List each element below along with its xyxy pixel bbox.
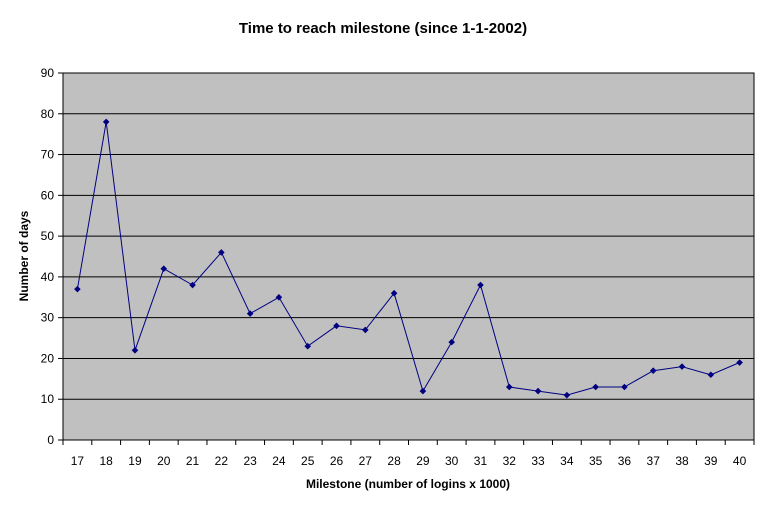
x-tick-label: 38: [675, 454, 689, 468]
y-axis-label: Number of days: [17, 210, 31, 301]
x-tick-label: 31: [474, 454, 488, 468]
data-point: [246, 310, 254, 317]
x-tick-label: 20: [157, 454, 171, 468]
data-point: [477, 281, 484, 289]
x-tick-label: 19: [128, 454, 142, 468]
x-tick-label: 32: [503, 454, 517, 468]
y-tick-label: 20: [41, 351, 55, 365]
data-point: [218, 249, 225, 256]
series-line: [76, 121, 740, 396]
y-tick-label: 10: [41, 392, 55, 406]
y-tick-label: 30: [41, 311, 55, 325]
y-tick-label: 60: [41, 188, 55, 202]
x-tick-label: 35: [589, 454, 603, 468]
x-tick-label: 25: [301, 454, 315, 468]
data-point: [275, 293, 283, 301]
chart-title: Time to reach milestone (since 1-1-2002): [239, 20, 527, 37]
data-point: [362, 326, 369, 334]
y-tick-label: 40: [41, 270, 55, 284]
x-tick-label: 29: [416, 454, 430, 468]
x-tick-label: 22: [215, 454, 229, 468]
data-point: [189, 281, 196, 289]
data-point: [131, 346, 139, 354]
data-point: [736, 359, 743, 366]
x-tick-label: 34: [560, 454, 574, 468]
data-point: [333, 322, 340, 330]
x-tick-label: 39: [704, 454, 718, 468]
data-point: [448, 338, 455, 346]
x-tick-label: 30: [445, 454, 459, 468]
x-tick-label: 17: [71, 454, 85, 468]
x-tick-label: 33: [531, 454, 545, 468]
data-point: [419, 387, 427, 395]
data-point: [563, 391, 571, 399]
y-tick-label: 50: [41, 229, 55, 243]
x-tick-label: 18: [100, 454, 114, 468]
data-point: [707, 371, 715, 379]
data-point: [534, 387, 542, 395]
plot-area: [62, 72, 755, 441]
x-axis-label: Milestone (number of logins x 1000): [306, 477, 510, 491]
x-tick-label: 28: [387, 454, 401, 468]
x-tick-label: 40: [733, 454, 747, 468]
data-point: [304, 342, 312, 350]
x-tick-label: 26: [330, 454, 344, 468]
x-tick-label: 21: [186, 454, 200, 468]
data-point: [621, 383, 628, 391]
x-tick-label: 27: [359, 454, 373, 468]
data-point: [649, 367, 657, 374]
y-tick-label: 90: [41, 66, 55, 80]
x-tick-label: 36: [618, 454, 632, 468]
x-axis: 17 18 19 20 21 22 23 24 25 26 27 28 29 30 31 32 33 34 35 36…: [62, 440, 755, 468]
series: [74, 118, 743, 399]
data-point: [160, 265, 168, 273]
data-point: [390, 289, 398, 297]
x-tick-label: 23: [243, 454, 257, 468]
data-point: [678, 363, 686, 370]
data-point: [74, 285, 81, 293]
y-tick-label: 80: [41, 107, 55, 121]
x-tick-label: 24: [272, 454, 286, 468]
data-point: [505, 383, 513, 391]
y-tick-label: 70: [41, 148, 55, 162]
data-point: [592, 383, 599, 391]
data-point: [102, 118, 110, 126]
y-tick-label: 0: [47, 433, 54, 447]
x-tick-label: 37: [647, 454, 661, 468]
y-axis: 0 10 20 30 40 50 60 70 80 90: [41, 66, 63, 447]
